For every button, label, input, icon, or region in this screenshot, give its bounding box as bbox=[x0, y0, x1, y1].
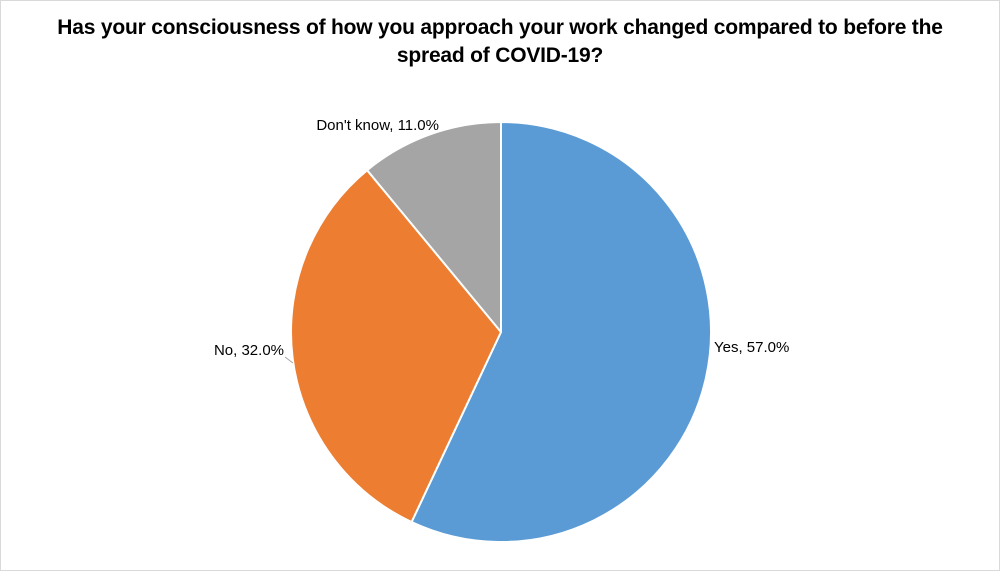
pie-slice-don-t-know bbox=[366, 121, 502, 333]
pie-slice-no bbox=[290, 169, 502, 524]
chart-title-line2: spread of COVID-19? bbox=[396, 44, 604, 67]
chart-title: Has your consciousness of how you approa… bbox=[1, 14, 999, 70]
chart-title-line1: Has your consciousness of how you approa… bbox=[57, 16, 943, 39]
pie-slice-yes bbox=[410, 121, 712, 543]
pie-label-dont-know: Don't know, 11.0% bbox=[316, 117, 439, 134]
no-label-leader-line bbox=[284, 356, 294, 364]
pie-label-no: No, 32.0% bbox=[213, 342, 284, 359]
pie-label-yes: Yes, 57.0% bbox=[714, 339, 790, 356]
